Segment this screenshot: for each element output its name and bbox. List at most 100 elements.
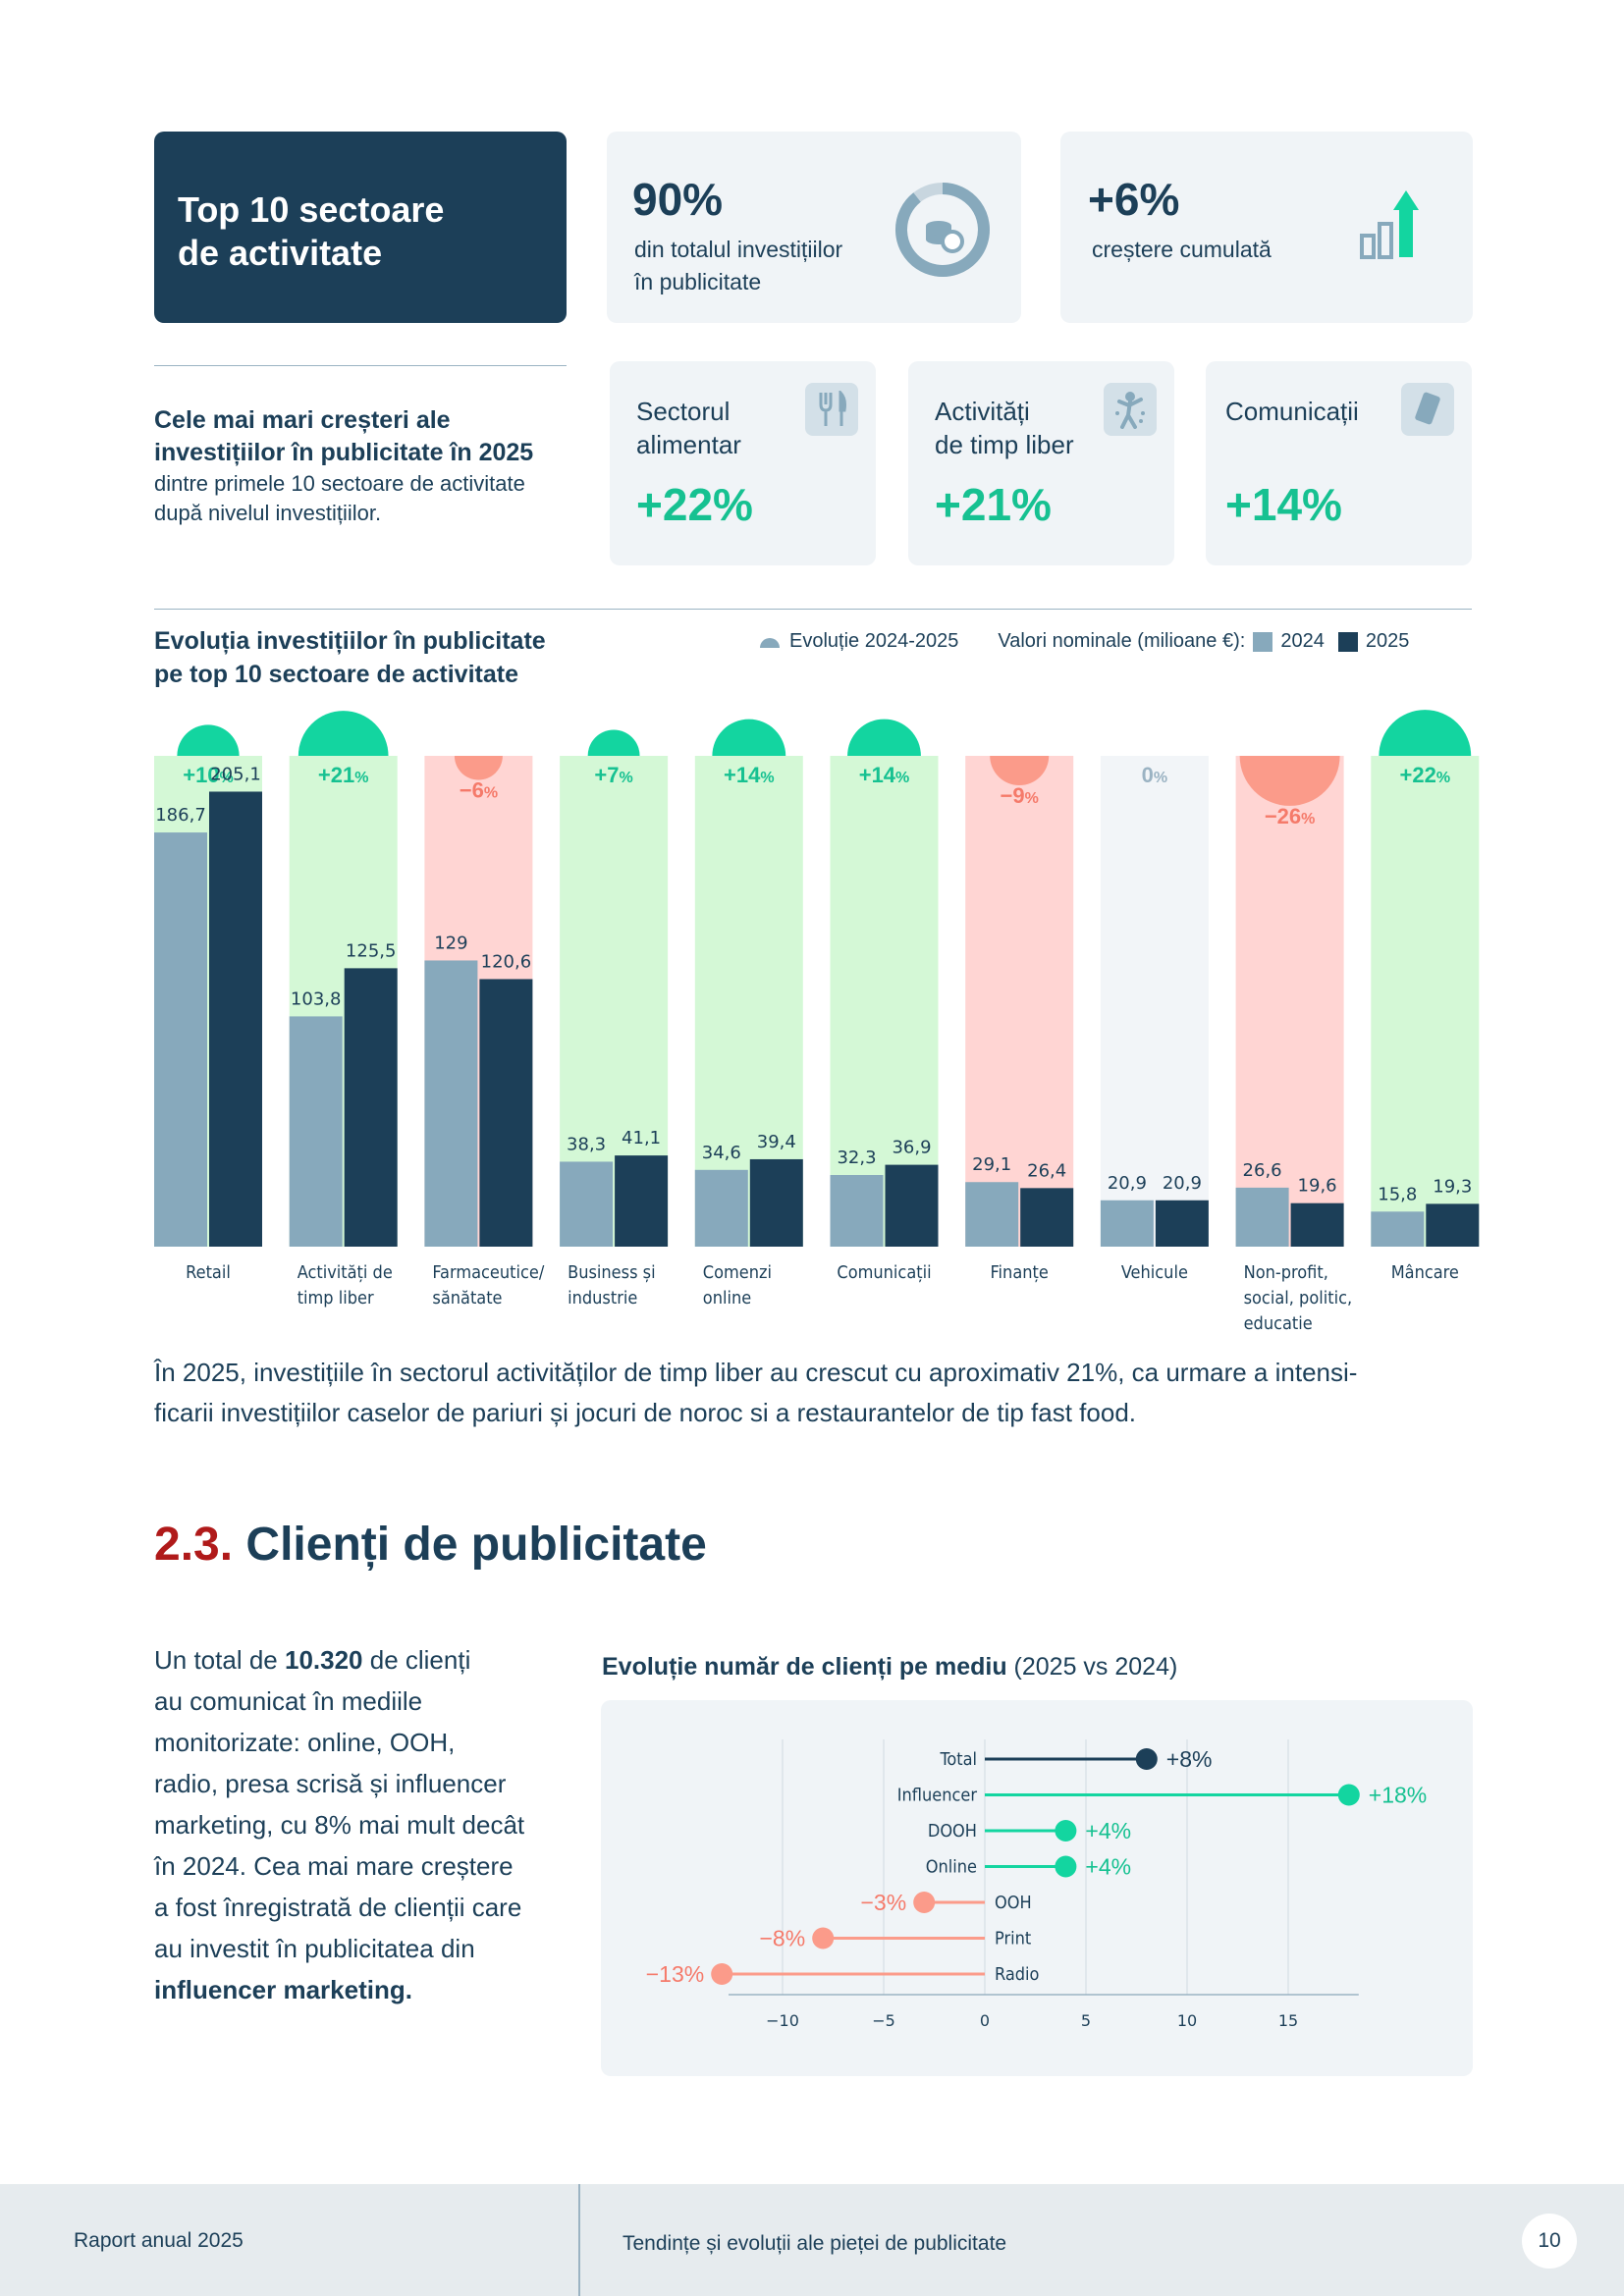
value-label-2024: 15,8 — [1378, 1184, 1417, 1204]
evolution-label: +14% — [724, 763, 775, 787]
column-background — [1371, 756, 1480, 1247]
leisure-icon — [1104, 383, 1157, 436]
category-label: Retail — [186, 1262, 231, 1283]
lollipop-dot — [913, 1892, 936, 1913]
lollipop-dot — [1055, 1820, 1077, 1842]
category-label: Finanțe — [990, 1262, 1049, 1283]
header-card: Top 10 sectoare de activitate — [154, 132, 567, 323]
lollipop-category: Print — [995, 1929, 1031, 1949]
value-label-2025: 205,1 — [210, 764, 261, 784]
bar-2025 — [1155, 1200, 1209, 1247]
value-label-2024: 186,7 — [155, 805, 206, 826]
lollipop-value: +8% — [1166, 1746, 1213, 1772]
value-label-2024: 20,9 — [1108, 1173, 1147, 1194]
evolution-label: +10% — [183, 763, 234, 787]
stat-share-desc: din totalul investițiilor în publicitate — [634, 237, 843, 294]
sector-card-comm: Comunicații +14% — [1206, 361, 1472, 565]
x-tick-label: 15 — [1278, 2011, 1298, 2030]
footer-divider — [578, 2184, 580, 2296]
lollipop-value: −8% — [760, 1926, 806, 1951]
lollipop-category: Influencer — [897, 1786, 978, 1806]
lollipop-dot — [1135, 1748, 1158, 1770]
bar-2025 — [615, 1155, 669, 1247]
lollipop-value: +4% — [1085, 1818, 1131, 1843]
evolution-label: +14% — [859, 763, 910, 787]
value-label-2024: 26,6 — [1243, 1160, 1282, 1181]
bar-2024 — [289, 1016, 343, 1247]
footer: Raport anual 2025 Tendințe și evoluții a… — [0, 2184, 1624, 2296]
lollipop-dot — [711, 1963, 733, 1985]
growth-bars-arrow-icon — [1360, 190, 1419, 259]
evolution-semicircle — [1239, 756, 1340, 806]
lollipop-value: +18% — [1369, 1783, 1427, 1808]
value-label-2024: 103,8 — [291, 988, 342, 1009]
lollipop-title: Evoluție număr de clienți pe mediu (2025… — [602, 1653, 1178, 1681]
sector-leisure-title: Activități de timp liber — [935, 397, 1074, 459]
fork-knife-icon — [805, 383, 858, 436]
x-tick-label: −10 — [766, 2011, 799, 2030]
category-label: Mâncare — [1390, 1262, 1459, 1283]
value-label-2025: 39,4 — [757, 1132, 796, 1152]
evolution-semicircle — [454, 756, 503, 780]
bar-2024 — [694, 1169, 748, 1247]
header-card-title: Top 10 sectoare de activitate — [178, 189, 445, 273]
lollipop-dot — [812, 1927, 835, 1949]
stat-card-growth: +6% creștere cumulată — [1060, 132, 1473, 323]
section-heading: 2.3. Clienți de publicitate — [154, 1519, 707, 1571]
category-label: Business și industrie — [568, 1262, 656, 1308]
bar-2025 — [1426, 1203, 1480, 1247]
value-label-2024: 38,3 — [567, 1134, 606, 1154]
x-tick-label: 10 — [1177, 2011, 1197, 2030]
bar-2025 — [209, 791, 262, 1247]
value-label-2025: 125,5 — [346, 940, 397, 961]
category-label: Vehicule — [1120, 1262, 1188, 1283]
sector-comm-title: Comunicații — [1225, 397, 1359, 426]
lollipop-category: Online — [926, 1857, 977, 1878]
legend-2024-swatch — [1253, 631, 1273, 652]
value-label-2024: 29,1 — [972, 1154, 1011, 1175]
sector-card-food: Sectorul alimentar +22% — [610, 361, 876, 565]
category-label: Farmaceutice/sănătate — [432, 1262, 545, 1308]
sector-card-leisure: Activități de timp liber +21% — [908, 361, 1174, 565]
bar-2025 — [1290, 1202, 1344, 1247]
lollipop-category: OOH — [995, 1893, 1032, 1913]
stat-growth-value: +6% — [1088, 174, 1180, 225]
footer-report: Raport anual 2025 — [74, 2229, 244, 2252]
value-label-2025: 36,9 — [892, 1138, 931, 1158]
evolution-label: −6% — [460, 777, 498, 802]
category-label: Comenzi online — [702, 1262, 773, 1308]
chart-legend: Evoluție 2024-2025 Valori nominale (mili… — [758, 630, 1409, 653]
column-background — [965, 756, 1074, 1247]
value-label-2025: 19,6 — [1298, 1176, 1337, 1197]
coins-donut-icon — [894, 183, 990, 277]
lollipop-chart: −10 −5 0 5 10 15 Total +8% Influencer +18% DOOH +4%… — [646, 1739, 1427, 2030]
chart-summary-paragraph: În 2025, investițiile în sectorul activi… — [154, 1358, 1358, 1427]
bar-2024 — [1371, 1211, 1425, 1247]
bar-2025 — [344, 968, 398, 1247]
category-label: Non-profit, social, politic, educatie — [1243, 1262, 1353, 1334]
value-label-2024: 34,6 — [702, 1143, 741, 1163]
value-label-2024: 129 — [434, 933, 467, 953]
lollipop-category: Total — [939, 1749, 977, 1770]
evolution-label: +21% — [318, 763, 369, 787]
value-label-2025: 20,9 — [1163, 1173, 1202, 1194]
value-label-2025: 26,4 — [1027, 1160, 1066, 1181]
legend-evolution-icon — [760, 637, 780, 648]
column-background — [1235, 756, 1344, 1247]
bar-2025 — [749, 1158, 803, 1247]
column-background — [1100, 756, 1209, 1247]
divider-chart — [154, 609, 1472, 610]
stat-growth-desc: creștere cumulată — [1092, 237, 1272, 262]
evolution-label: 0% — [1142, 763, 1167, 787]
bar-2025 — [479, 979, 533, 1247]
evolution-semicircle — [990, 756, 1050, 785]
bar-2024 — [965, 1182, 1019, 1247]
bar-2024 — [154, 832, 207, 1247]
evolution-semicircle — [177, 724, 240, 756]
bar-2025 — [885, 1164, 939, 1247]
legend-2025-swatch — [1337, 631, 1358, 652]
evolution-label: +7% — [594, 763, 632, 787]
bar-2024 — [1235, 1187, 1289, 1247]
divider-intro — [154, 365, 567, 366]
value-label-2024: 32,3 — [837, 1148, 876, 1168]
